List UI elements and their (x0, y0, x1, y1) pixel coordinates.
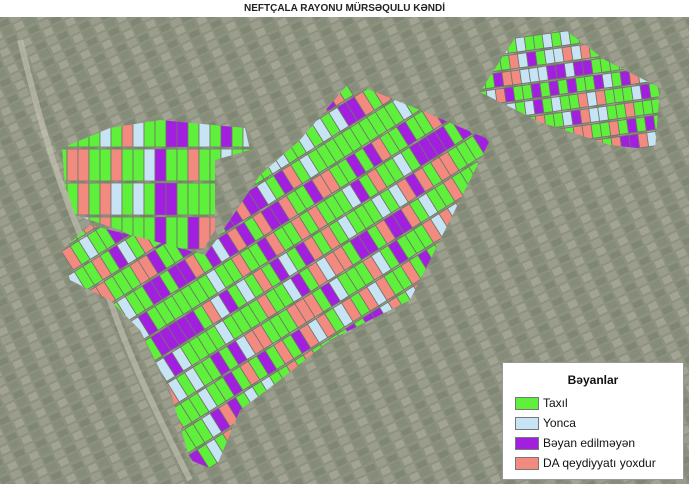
legend-swatch (515, 396, 539, 410)
field-parcel (132, 148, 145, 182)
legend-label: DA qeydiyyatı yoxdur (543, 456, 656, 470)
legend-label: Yonca (543, 416, 576, 430)
field-parcel (110, 182, 123, 216)
legend-label: Bəyan edilməyən (543, 436, 636, 450)
field-parcel (187, 216, 200, 250)
legend-item-beyan-edilmeyen: Bəyan edilməyən (515, 433, 683, 453)
field-parcel (132, 182, 145, 216)
field-parcel (165, 216, 178, 250)
legend-swatch (515, 456, 539, 470)
legend-item-yonca: Yonca (515, 413, 683, 433)
legend-title: Bəyanlar (567, 373, 619, 387)
field-parcel (176, 148, 189, 182)
field-parcel (143, 148, 156, 182)
field-parcel (165, 182, 178, 216)
legend-swatch (515, 436, 539, 450)
legend-swatch (515, 416, 539, 430)
field-parcel (198, 182, 211, 216)
field-parcel (66, 148, 79, 182)
field-parcel (88, 148, 101, 182)
legend-item-taxil: Taxıl (515, 393, 683, 413)
field-parcel (77, 148, 90, 182)
map-legend: Bəyanlar Taxıl Yonca Bəyan edilməyən DA … (502, 362, 684, 480)
field-parcel (154, 148, 167, 182)
legend-label: Taxıl (543, 396, 568, 410)
map-title: NEFTÇALA RAYONU MÜRSƏQULU KƏNDİ (0, 0, 689, 17)
field-parcel (99, 182, 112, 216)
field-parcel (143, 182, 156, 216)
satellite-map[interactable] (0, 17, 689, 484)
field-parcel (165, 148, 178, 182)
field-parcel (110, 148, 123, 182)
field-parcel (176, 216, 189, 250)
field-parcel (88, 182, 101, 216)
field-parcel (187, 182, 200, 216)
field-parcel (121, 182, 134, 216)
field-parcel (77, 182, 90, 216)
field-parcel (198, 148, 211, 182)
field-parcel (187, 148, 200, 182)
field-parcel (121, 148, 134, 182)
field-parcel (99, 148, 112, 182)
field-parcel (154, 182, 167, 216)
legend-item-da-qeydiyyati-yoxdur: DA qeydiyyatı yoxdur (515, 453, 683, 473)
field-parcel (176, 182, 189, 216)
